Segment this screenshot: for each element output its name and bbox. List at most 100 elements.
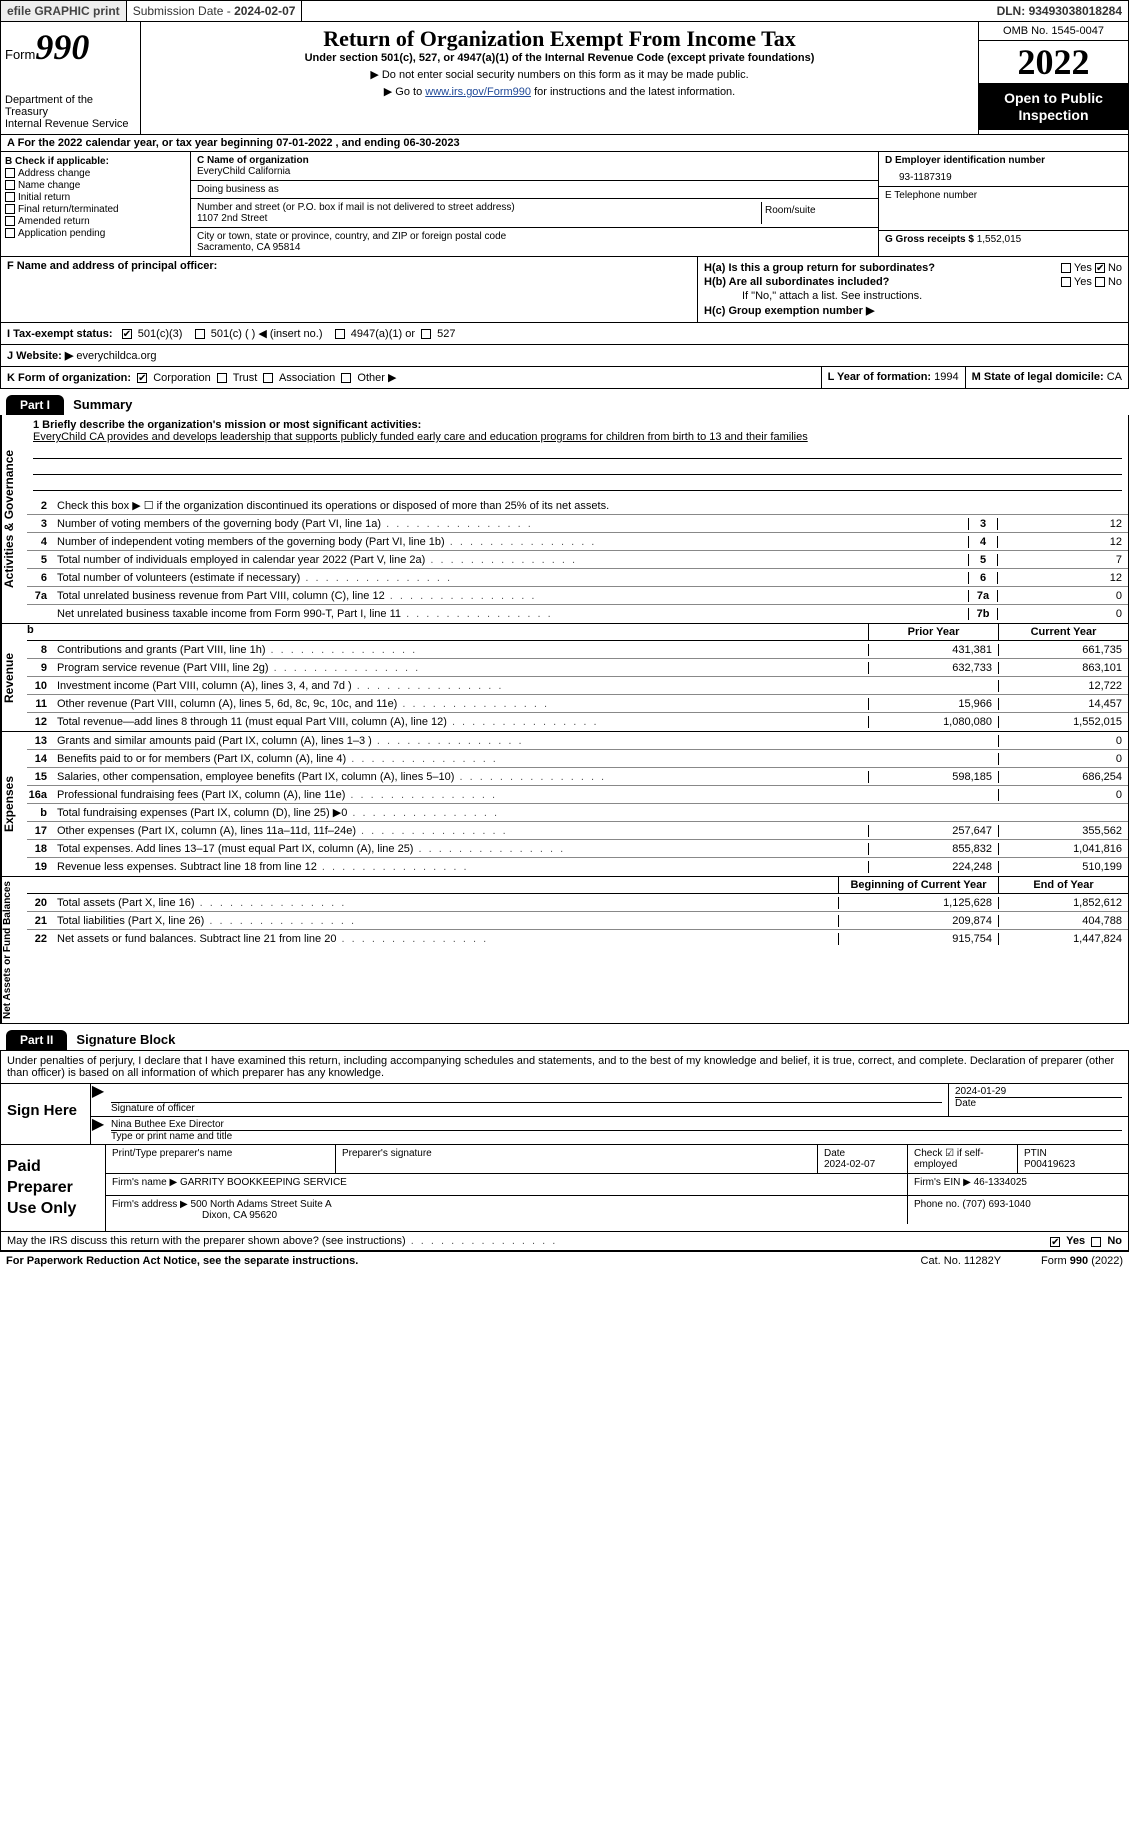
cb-name-change[interactable]: Name change — [5, 180, 186, 191]
prep-date-label: Date — [824, 1148, 845, 1159]
officer-name: Nina Buthee Exe Director — [111, 1119, 1122, 1130]
org-name-label: C Name of organization — [197, 155, 872, 166]
summary-line: 16aProfessional fundraising fees (Part I… — [27, 786, 1128, 804]
discuss-yes-cb[interactable] — [1050, 1237, 1060, 1247]
col-end-year: End of Year — [998, 877, 1128, 893]
cb-amended-return[interactable]: Amended return — [5, 216, 186, 227]
website-row: J Website: ▶ everychildca.org — [0, 345, 1129, 367]
firm-name: GARRITY BOOKKEEPING SERVICE — [180, 1177, 347, 1188]
addr-label: Number and street (or P.O. box if mail i… — [197, 202, 761, 213]
summary-line: 7aTotal unrelated business revenue from … — [27, 587, 1128, 605]
sig-date: 2024-01-29 — [955, 1086, 1122, 1097]
mission-text: EveryChild CA provides and develops lead… — [33, 431, 1122, 443]
cb-corp[interactable] — [137, 373, 147, 383]
part1-tab: Part I — [6, 395, 64, 415]
col-begin-year: Beginning of Current Year — [838, 877, 998, 893]
box-de: D Employer identification number 93-1187… — [878, 152, 1128, 256]
ha-no-cb[interactable] — [1095, 263, 1105, 273]
page-footer: For Paperwork Reduction Act Notice, see … — [0, 1251, 1129, 1270]
dln-cell: DLN: 93493038018284 — [991, 1, 1128, 21]
gross-value: 1,552,015 — [977, 234, 1022, 245]
cb-other[interactable] — [341, 373, 351, 383]
form-word: Form — [5, 47, 35, 62]
cb-application-pending-label: Application pending — [18, 228, 105, 239]
dln-value: 93493038018284 — [1029, 4, 1122, 18]
cb-initial-return[interactable]: Initial return — [5, 192, 186, 203]
prep-sig-label: Preparer's signature — [336, 1145, 818, 1173]
box-c: C Name of organization EveryChild Califo… — [191, 152, 878, 256]
efile-print-button[interactable]: efile GRAPHIC print — [1, 1, 127, 21]
hb-yes-cb[interactable] — [1061, 277, 1071, 287]
discuss-no-cb[interactable] — [1091, 1237, 1101, 1247]
opt-501c3: 501(c)(3) — [138, 328, 183, 340]
ha-yes-cb[interactable] — [1061, 263, 1071, 273]
exempt-label: I Tax-exempt status: — [7, 328, 113, 340]
sig-date-label: Date — [955, 1097, 1122, 1109]
discuss-row: May the IRS discuss this return with the… — [0, 1232, 1129, 1251]
form-number: 990 — [35, 27, 89, 67]
summary-line: 21Total liabilities (Part X, line 26)209… — [27, 912, 1128, 930]
section-revenue: Revenue bPrior YearCurrent Year 8Contrib… — [0, 624, 1129, 732]
submission-date-label: Submission Date - — [133, 4, 234, 18]
cb-527[interactable] — [421, 329, 431, 339]
irs-link[interactable]: www.irs.gov/Form990 — [425, 86, 531, 98]
box-f: F Name and address of principal officer: — [1, 257, 698, 322]
section-bcde: B Check if applicable: Address change Na… — [0, 152, 1129, 257]
summary-line: 15Salaries, other compensation, employee… — [27, 768, 1128, 786]
org-name: EveryChild California — [197, 166, 872, 177]
officer-label: F Name and address of principal officer: — [7, 260, 691, 272]
mission-blank2 — [33, 461, 1122, 475]
box-b: B Check if applicable: Address change Na… — [1, 152, 191, 256]
part1-header: Part I Summary — [0, 389, 1129, 415]
sig-intro: Under penalties of perjury, I declare th… — [0, 1050, 1129, 1084]
cb-501c3[interactable] — [122, 329, 132, 339]
mission-blank3 — [33, 477, 1122, 491]
col-prior-year: Prior Year — [868, 624, 998, 640]
sidebar-activities-gov: Activities & Governance — [1, 415, 27, 623]
form-footer: Form 990 (2022) — [1041, 1255, 1123, 1267]
cb-address-change[interactable]: Address change — [5, 168, 186, 179]
summary-line: 5Total number of individuals employed in… — [27, 551, 1128, 569]
summary-line: 12Total revenue—add lines 8 through 11 (… — [27, 713, 1128, 731]
discuss-no: No — [1107, 1235, 1122, 1247]
ha-yes: Yes — [1074, 262, 1092, 274]
k-l-m-row: K Form of organization: Corporation Trus… — [0, 367, 1129, 389]
form-title-block: Return of Organization Exempt From Incom… — [141, 22, 978, 134]
part2-tab: Part II — [6, 1030, 67, 1050]
firm-addr1: 500 North Adams Street Suite A — [191, 1199, 332, 1210]
year-block: OMB No. 1545-0047 2022 Open to Public In… — [978, 22, 1128, 134]
sign-here-block: Sign Here ▶ Signature of officer 2024-01… — [0, 1084, 1129, 1145]
period-text: For the 2022 calendar year, or tax year … — [18, 137, 460, 149]
dept-irs: Internal Revenue Service — [5, 118, 136, 130]
cb-address-change-label: Address change — [18, 168, 90, 179]
goto-pre: ▶ Go to — [384, 86, 425, 98]
sidebar-expenses: Expenses — [1, 732, 27, 876]
ha-label: H(a) Is this a group return for subordin… — [704, 262, 935, 274]
opt-other: Other ▶ — [357, 372, 396, 384]
summary-line: 10Investment income (Part VIII, column (… — [27, 677, 1128, 695]
dept-treasury: Department of the Treasury — [5, 94, 136, 118]
firm-addr2: Dixon, CA 95620 — [112, 1210, 277, 1221]
cat-number: Cat. No. 11282Y — [921, 1255, 1002, 1267]
ssn-note: ▶ Do not enter social security numbers o… — [147, 68, 972, 81]
part2-title: Signature Block — [76, 1032, 175, 1047]
cb-501c[interactable] — [195, 329, 205, 339]
omb-number: OMB No. 1545-0047 — [979, 22, 1128, 41]
hb-label: H(b) Are all subordinates included? — [704, 276, 889, 288]
hb-no-cb[interactable] — [1095, 277, 1105, 287]
form-id-block: Form990 Department of the Treasury Inter… — [1, 22, 141, 134]
part1-title: Summary — [73, 397, 132, 412]
cb-assoc[interactable] — [263, 373, 273, 383]
website-label: J Website: ▶ — [7, 350, 73, 362]
cb-initial-return-label: Initial return — [18, 192, 70, 203]
cb-4947[interactable] — [335, 329, 345, 339]
cb-final-return[interactable]: Final return/terminated — [5, 204, 186, 215]
l-value: 1994 — [934, 371, 958, 383]
opt-trust: Trust — [233, 372, 258, 384]
phone-value: (707) 693-1040 — [962, 1199, 1030, 1210]
line2-text: Check this box ▶ ☐ if the organization d… — [53, 498, 1128, 513]
top-bar: efile GRAPHIC print Submission Date - 20… — [0, 0, 1129, 22]
summary-line: 20Total assets (Part X, line 16)1,125,62… — [27, 894, 1128, 912]
cb-trust[interactable] — [217, 373, 227, 383]
cb-application-pending[interactable]: Application pending — [5, 228, 186, 239]
